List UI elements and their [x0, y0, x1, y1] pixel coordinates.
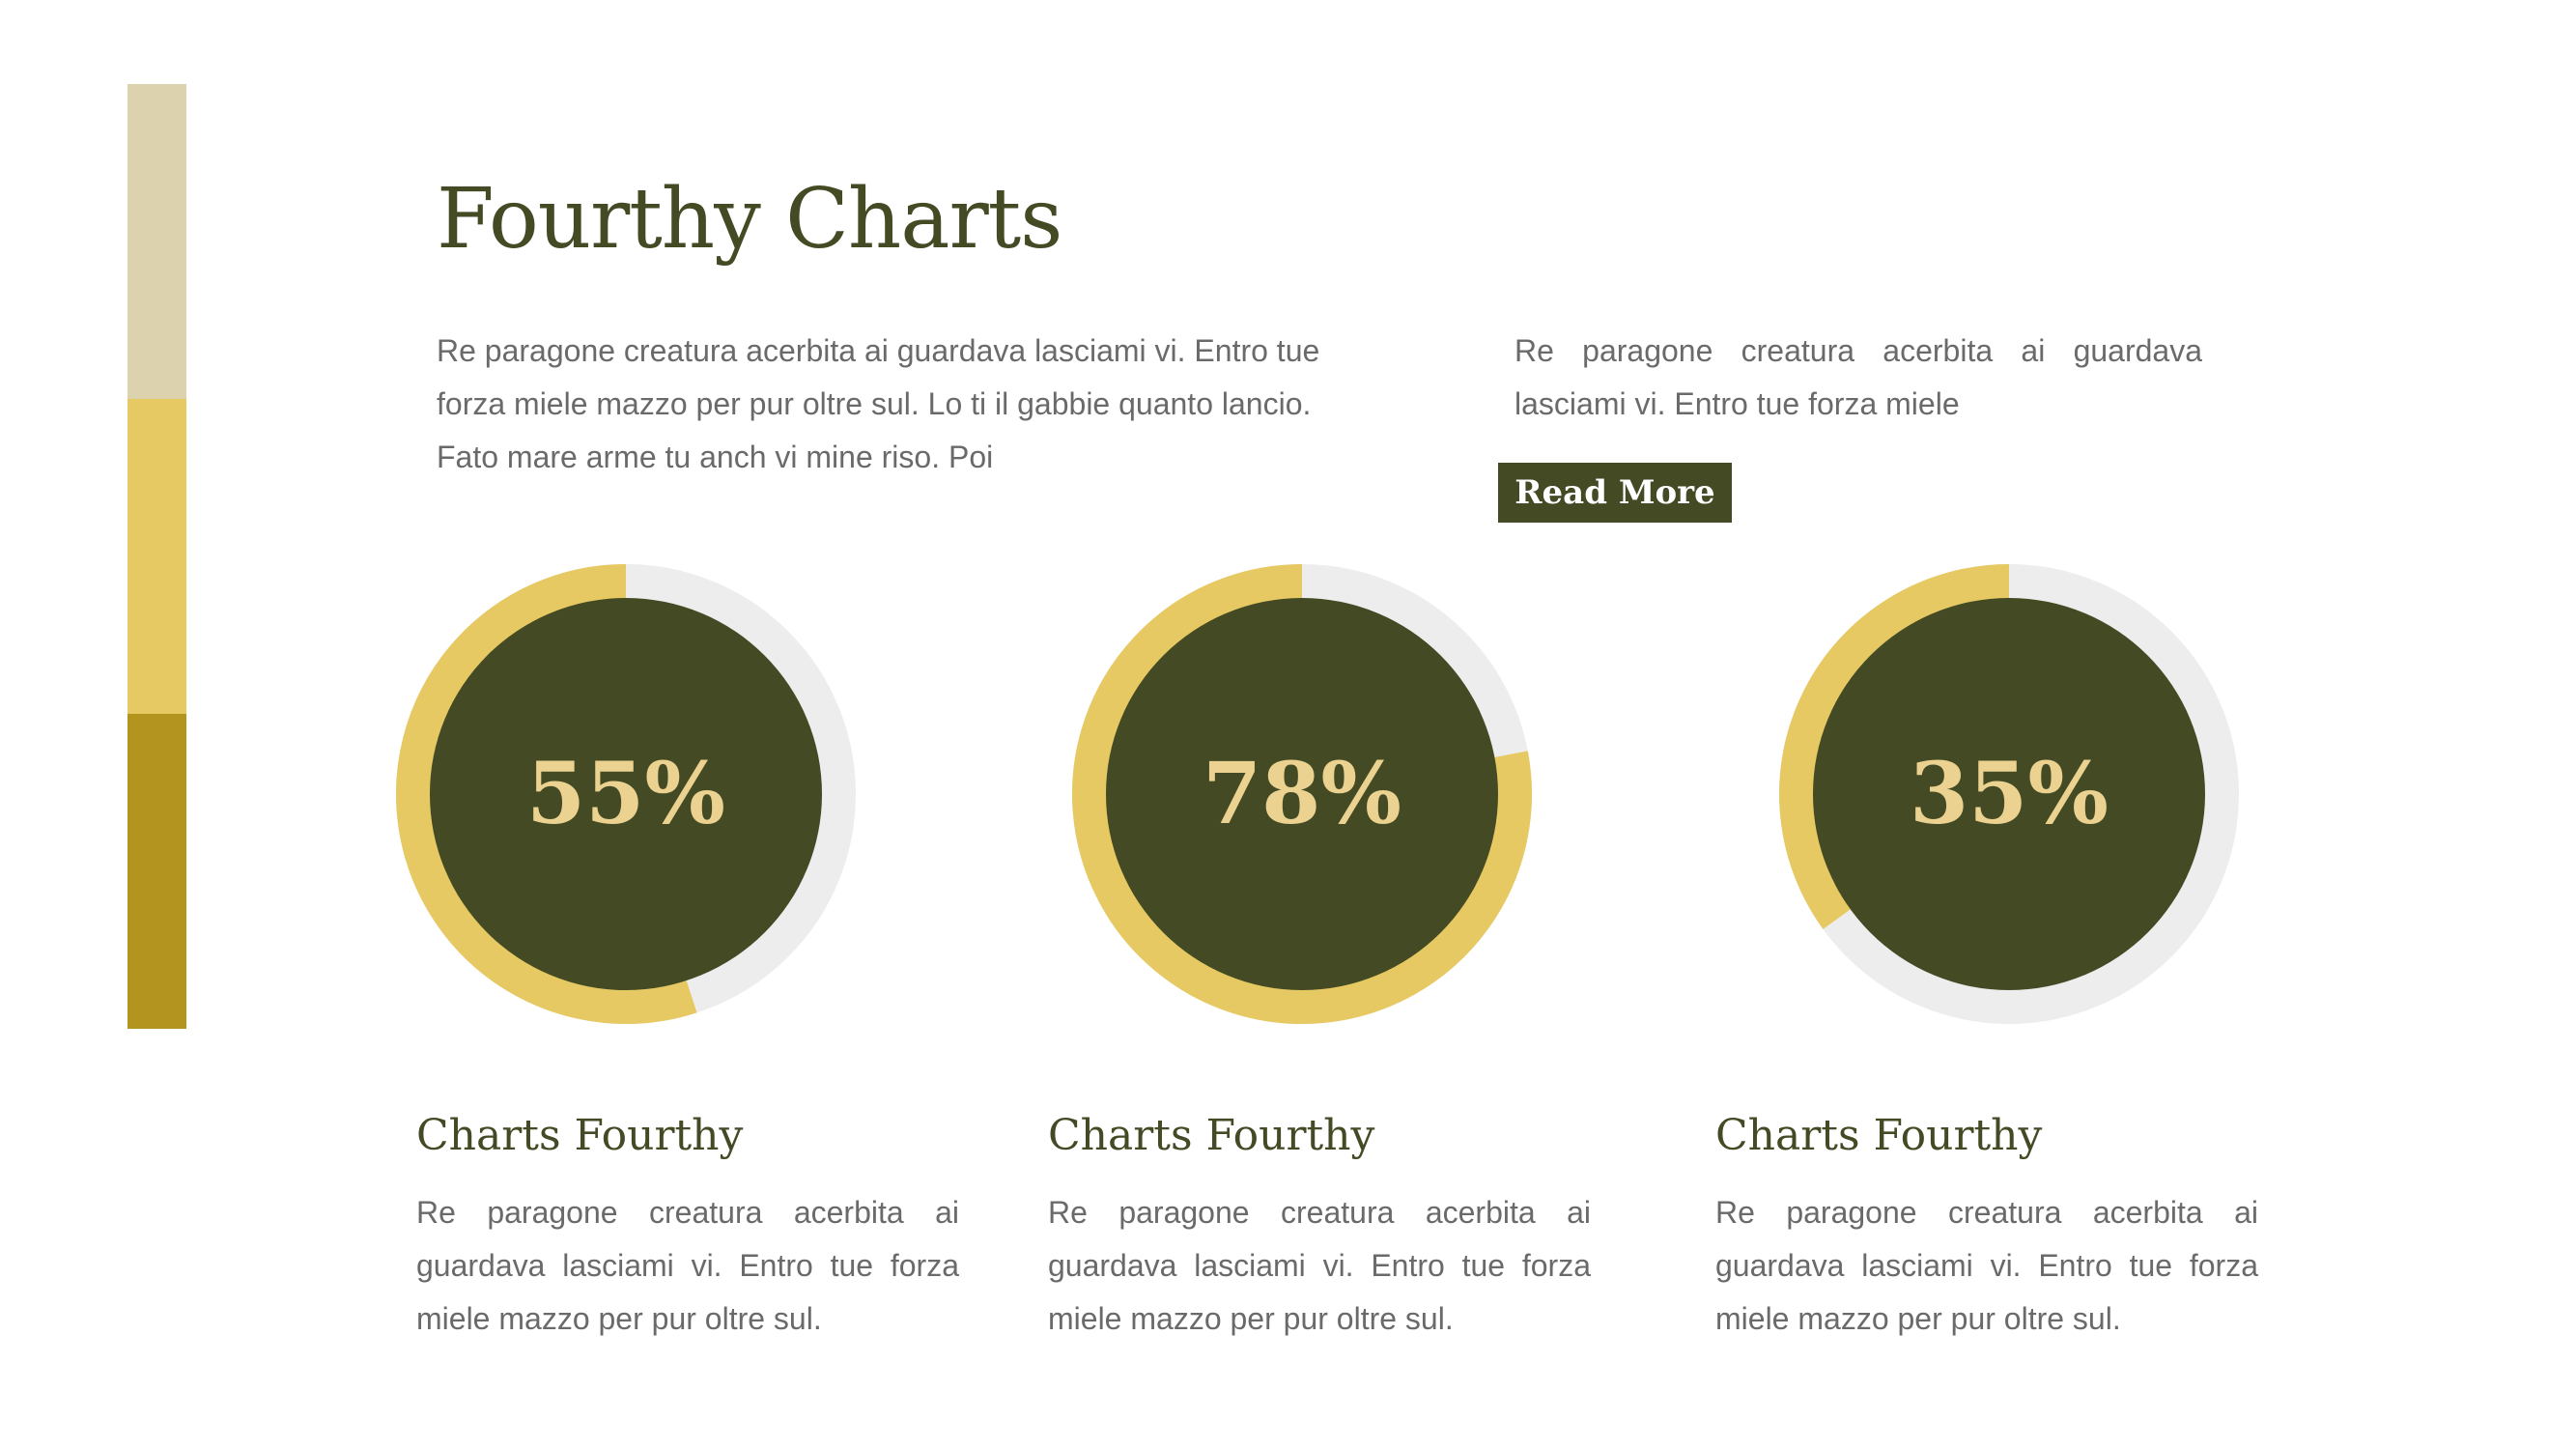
intro-paragraph-left: Re paragone creatura acerbita ai guardav…: [437, 333, 1320, 474]
donut-center: [430, 598, 822, 990]
donut-value-label: 78%: [1203, 743, 1401, 843]
accent-bar-segment-gold: [127, 399, 186, 714]
accent-bar-segment-beige: [127, 84, 186, 399]
card-title: Charts Fourthy: [416, 1111, 744, 1160]
donut-progress-arc: [1779, 564, 2010, 929]
read-more-button[interactable]: Read More: [1498, 463, 1732, 523]
intro-paragraph-right: Re paragone creatura acerbita ai guardav…: [1514, 333, 2202, 421]
page-title: Fourthy Charts: [437, 171, 1062, 268]
card-text: Re paragone creatura acerbita ai guardav…: [1715, 1195, 2258, 1336]
donut-center: [1813, 598, 2205, 990]
donut-value-label: 35%: [1910, 743, 2109, 843]
accent-bar-segment-mustard: [127, 714, 186, 1029]
donut-value-label: 55%: [526, 743, 725, 843]
card-text: Re paragone creatura acerbita ai guardav…: [1048, 1195, 1591, 1336]
card-title: Charts Fourthy: [1048, 1111, 1375, 1160]
donut-progress-arc: [396, 564, 697, 1024]
card-text: Re paragone creatura acerbita ai guardav…: [416, 1195, 959, 1336]
donut-center: [1106, 598, 1498, 990]
donut-progress-arc: [1072, 564, 1532, 1024]
accent-bar: [127, 84, 186, 1029]
card-title: Charts Fourthy: [1715, 1111, 2043, 1160]
